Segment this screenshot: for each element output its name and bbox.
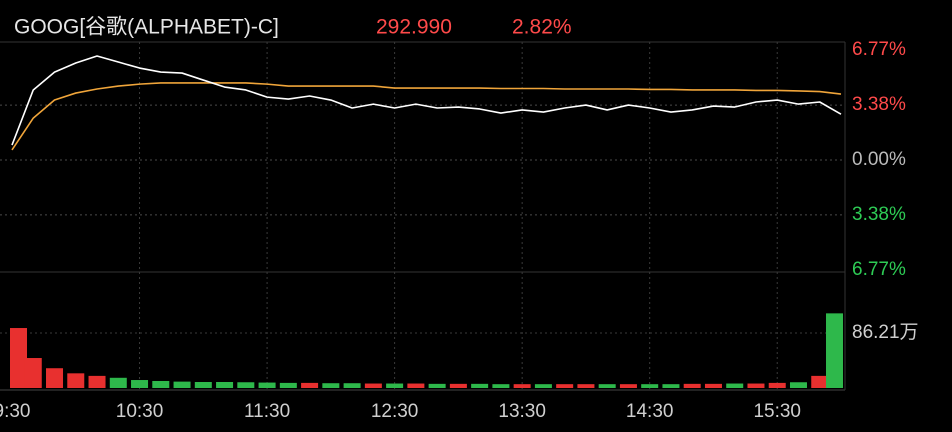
volume-bar	[301, 382, 319, 388]
volume-bar	[513, 384, 531, 388]
volume-bar	[407, 383, 425, 388]
volume-bar	[825, 313, 843, 388]
volume-bar	[386, 383, 404, 388]
volume-bar	[343, 383, 361, 388]
change: 2.82%	[512, 16, 572, 39]
volume-bar	[492, 384, 510, 388]
volume-bar	[131, 380, 149, 388]
y-tick-label: 6.77%	[852, 39, 906, 60]
volume-bar	[24, 358, 42, 388]
volume-bar	[704, 383, 722, 388]
volume-bar	[577, 384, 595, 388]
volume-bar	[258, 382, 276, 388]
volume-bar	[152, 380, 170, 388]
volume-bar	[237, 382, 255, 388]
volume-bar	[471, 383, 489, 388]
x-tick-label: 12:30	[371, 401, 419, 422]
price: 292.990	[376, 16, 452, 39]
x-tick-label: 14:30	[626, 401, 674, 422]
volume-bar	[747, 383, 765, 388]
x-tick-label: 9:30	[0, 401, 30, 422]
volume-bar	[598, 384, 616, 388]
volume-bar	[173, 381, 191, 388]
volume-bar	[46, 368, 64, 388]
volume-bar	[194, 382, 212, 388]
volume-bar	[109, 377, 127, 388]
volume-bar	[556, 384, 574, 388]
price-line	[11, 55, 842, 146]
volume-bar	[641, 384, 659, 388]
x-tick-label: 11:30	[244, 401, 290, 422]
y-tick-label: 86.21万	[852, 322, 919, 343]
volume-bar	[10, 328, 28, 388]
volume-bar	[67, 373, 85, 388]
price-line	[11, 82, 842, 151]
volume-bar	[683, 383, 701, 388]
volume-bar	[322, 383, 340, 388]
volume-bar	[662, 384, 680, 388]
x-tick-label: 15:30	[753, 401, 801, 422]
volume-bar	[789, 382, 807, 388]
volume-bar	[768, 382, 786, 388]
volume-bar	[88, 375, 106, 388]
y-tick-label: 6.77%	[852, 259, 906, 280]
volume-bar	[364, 383, 382, 388]
x-tick-label: 13:30	[498, 401, 546, 422]
y-tick-label: 3.38%	[852, 204, 906, 225]
y-tick-label: 3.38%	[852, 94, 906, 115]
volume-bar	[726, 383, 744, 388]
volume-bar	[216, 382, 234, 388]
x-tick-label: 10:30	[116, 401, 164, 422]
volume-bar	[428, 383, 446, 388]
volume-bar	[619, 384, 637, 388]
volume-bar	[534, 384, 552, 388]
y-tick-label: 0.00%	[852, 149, 906, 170]
volume-bar	[811, 375, 829, 388]
symbol: GOOG[谷歌(ALPHABET)-C]	[14, 16, 279, 39]
volume-bar	[449, 383, 467, 388]
volume-bar	[279, 382, 297, 388]
